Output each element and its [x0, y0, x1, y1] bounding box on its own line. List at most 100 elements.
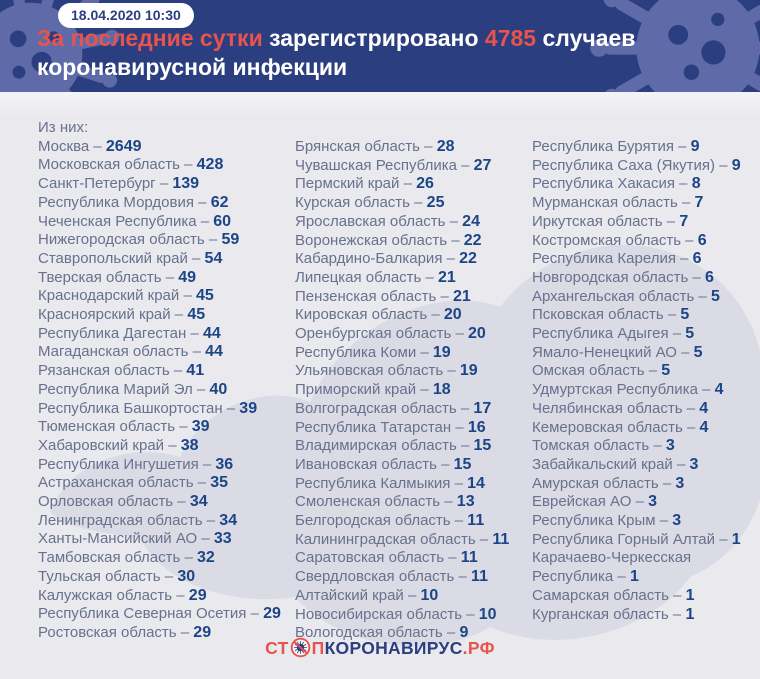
region-separator: –	[161, 268, 179, 286]
region-separator: –	[202, 511, 220, 529]
region-separator: –	[677, 194, 695, 212]
headline: За последние сутки зарегистрировано 4785…	[37, 24, 677, 82]
region-value: 45	[187, 306, 206, 324]
region-name: Республика Ингушетия	[38, 455, 199, 473]
region-value: 33	[213, 530, 232, 548]
region-row: Иркутская область – 7	[532, 213, 746, 232]
region-name: Самарская область	[532, 586, 669, 604]
region-separator: –	[444, 549, 461, 567]
region-name: Калининградская область	[295, 530, 476, 548]
region-row: Кировская область – 20	[295, 306, 531, 325]
region-name: Республика Татарстан	[295, 418, 452, 436]
region-separator: –	[421, 268, 439, 286]
region-value: 22	[463, 231, 482, 249]
region-name: Ленинградская область	[38, 511, 203, 529]
region-row: Республика Марий Эл – 40	[38, 381, 294, 400]
region-name: Тюменская область	[38, 418, 176, 436]
region-separator: –	[649, 437, 666, 455]
region-row: Владимирская область – 15	[295, 437, 531, 456]
region-value: 40	[209, 380, 228, 398]
region-name: Республика Мордовия	[38, 193, 194, 211]
region-row: Астраханская область – 35	[38, 474, 294, 493]
region-separator: –	[197, 530, 214, 548]
region-name: Тамбовская область	[38, 549, 181, 567]
region-value: 39	[239, 399, 258, 417]
region-name: Ямало-Ненецкий АО	[532, 343, 677, 361]
region-name: Орловская область	[38, 493, 174, 511]
region-value: 20	[443, 306, 462, 324]
region-value: 29	[188, 586, 207, 604]
region-separator: –	[675, 250, 693, 268]
region-separator: –	[416, 381, 433, 399]
region-name: Архангельская область	[532, 287, 695, 305]
region-separator: –	[187, 249, 205, 267]
region-separator: –	[436, 455, 454, 473]
region-row: Республика Крым – 3	[532, 512, 746, 531]
region-separator: –	[204, 231, 222, 249]
region-separator: –	[456, 437, 474, 455]
region-value: 62	[210, 193, 229, 211]
region-row: Смоленская область – 13	[295, 493, 531, 512]
region-value: 41	[186, 362, 205, 380]
region-row: Ивановская область – 15	[295, 456, 531, 475]
region-row: Рязанская область – 41	[38, 362, 294, 381]
region-name: Ростовская область	[38, 623, 177, 641]
region-separator: –	[451, 325, 468, 343]
region-name: Липецкая область	[295, 268, 422, 286]
region-separator: –	[427, 306, 444, 324]
region-row: Магаданская область – 44	[38, 343, 294, 362]
region-name: Хабаровский край	[38, 436, 165, 454]
region-separator: –	[409, 194, 427, 212]
region-value: 139	[172, 175, 200, 193]
region-row: Волгоградская область – 17	[295, 400, 531, 419]
region-value: 3	[648, 493, 657, 511]
region-value: 5	[661, 362, 671, 380]
region-value: 7	[694, 194, 704, 212]
region-separator: –	[682, 399, 700, 417]
logo-domain: .РФ	[462, 638, 495, 658]
region-separator: –	[450, 474, 468, 492]
region-name: Оренбургская область	[295, 325, 452, 343]
region-value: 19	[432, 343, 451, 361]
region-value: 27	[473, 156, 492, 174]
region-separator: –	[456, 156, 474, 174]
region-row: Карачаево-Черкесская Республика – 1	[532, 549, 746, 586]
region-name: Владимирская область	[295, 437, 457, 455]
region-separator: –	[416, 343, 433, 361]
region-row: Республика Дагестан – 44	[38, 325, 294, 344]
region-value: 7	[679, 212, 689, 230]
region-value: 24	[462, 212, 480, 230]
region-value: 2649	[105, 137, 142, 155]
region-value: 5	[693, 343, 703, 361]
region-value: 36	[215, 455, 234, 473]
region-name: Мурманская область	[532, 194, 678, 212]
region-value: 15	[473, 437, 492, 455]
region-separator: –	[403, 586, 421, 604]
region-value: 29	[263, 605, 281, 623]
region-separator: –	[169, 362, 187, 380]
region-row: Республика Татарстан – 16	[295, 419, 531, 438]
region-value: 9	[459, 624, 469, 642]
region-row: Тюменская область – 39	[38, 418, 294, 437]
region-row: Хабаровский край – 38	[38, 437, 294, 456]
region-separator: –	[442, 624, 460, 642]
region-name: Саратовская область	[295, 549, 445, 567]
region-row: Нижегородская область – 59	[38, 231, 294, 250]
region-value: 44	[205, 343, 223, 361]
russia-map-silhouette	[50, 244, 760, 647]
region-name: Республика Саха (Якутия)	[532, 156, 716, 174]
region-value: 1	[685, 586, 695, 604]
headline-accent-period: За последние сутки	[37, 25, 263, 51]
region-row: Ленинградская область – 34	[38, 512, 294, 531]
region-name: Амурская область	[532, 474, 659, 492]
region-separator: –	[179, 287, 196, 305]
region-row: Краснодарский край – 45	[38, 287, 294, 306]
region-value: 45	[195, 287, 214, 305]
region-name: Костромская область	[532, 231, 682, 249]
region-separator: –	[715, 156, 732, 174]
region-separator: –	[175, 418, 192, 436]
region-name: Республика Коми	[295, 343, 417, 361]
region-separator: –	[655, 512, 673, 530]
region-separator: –	[180, 549, 197, 567]
